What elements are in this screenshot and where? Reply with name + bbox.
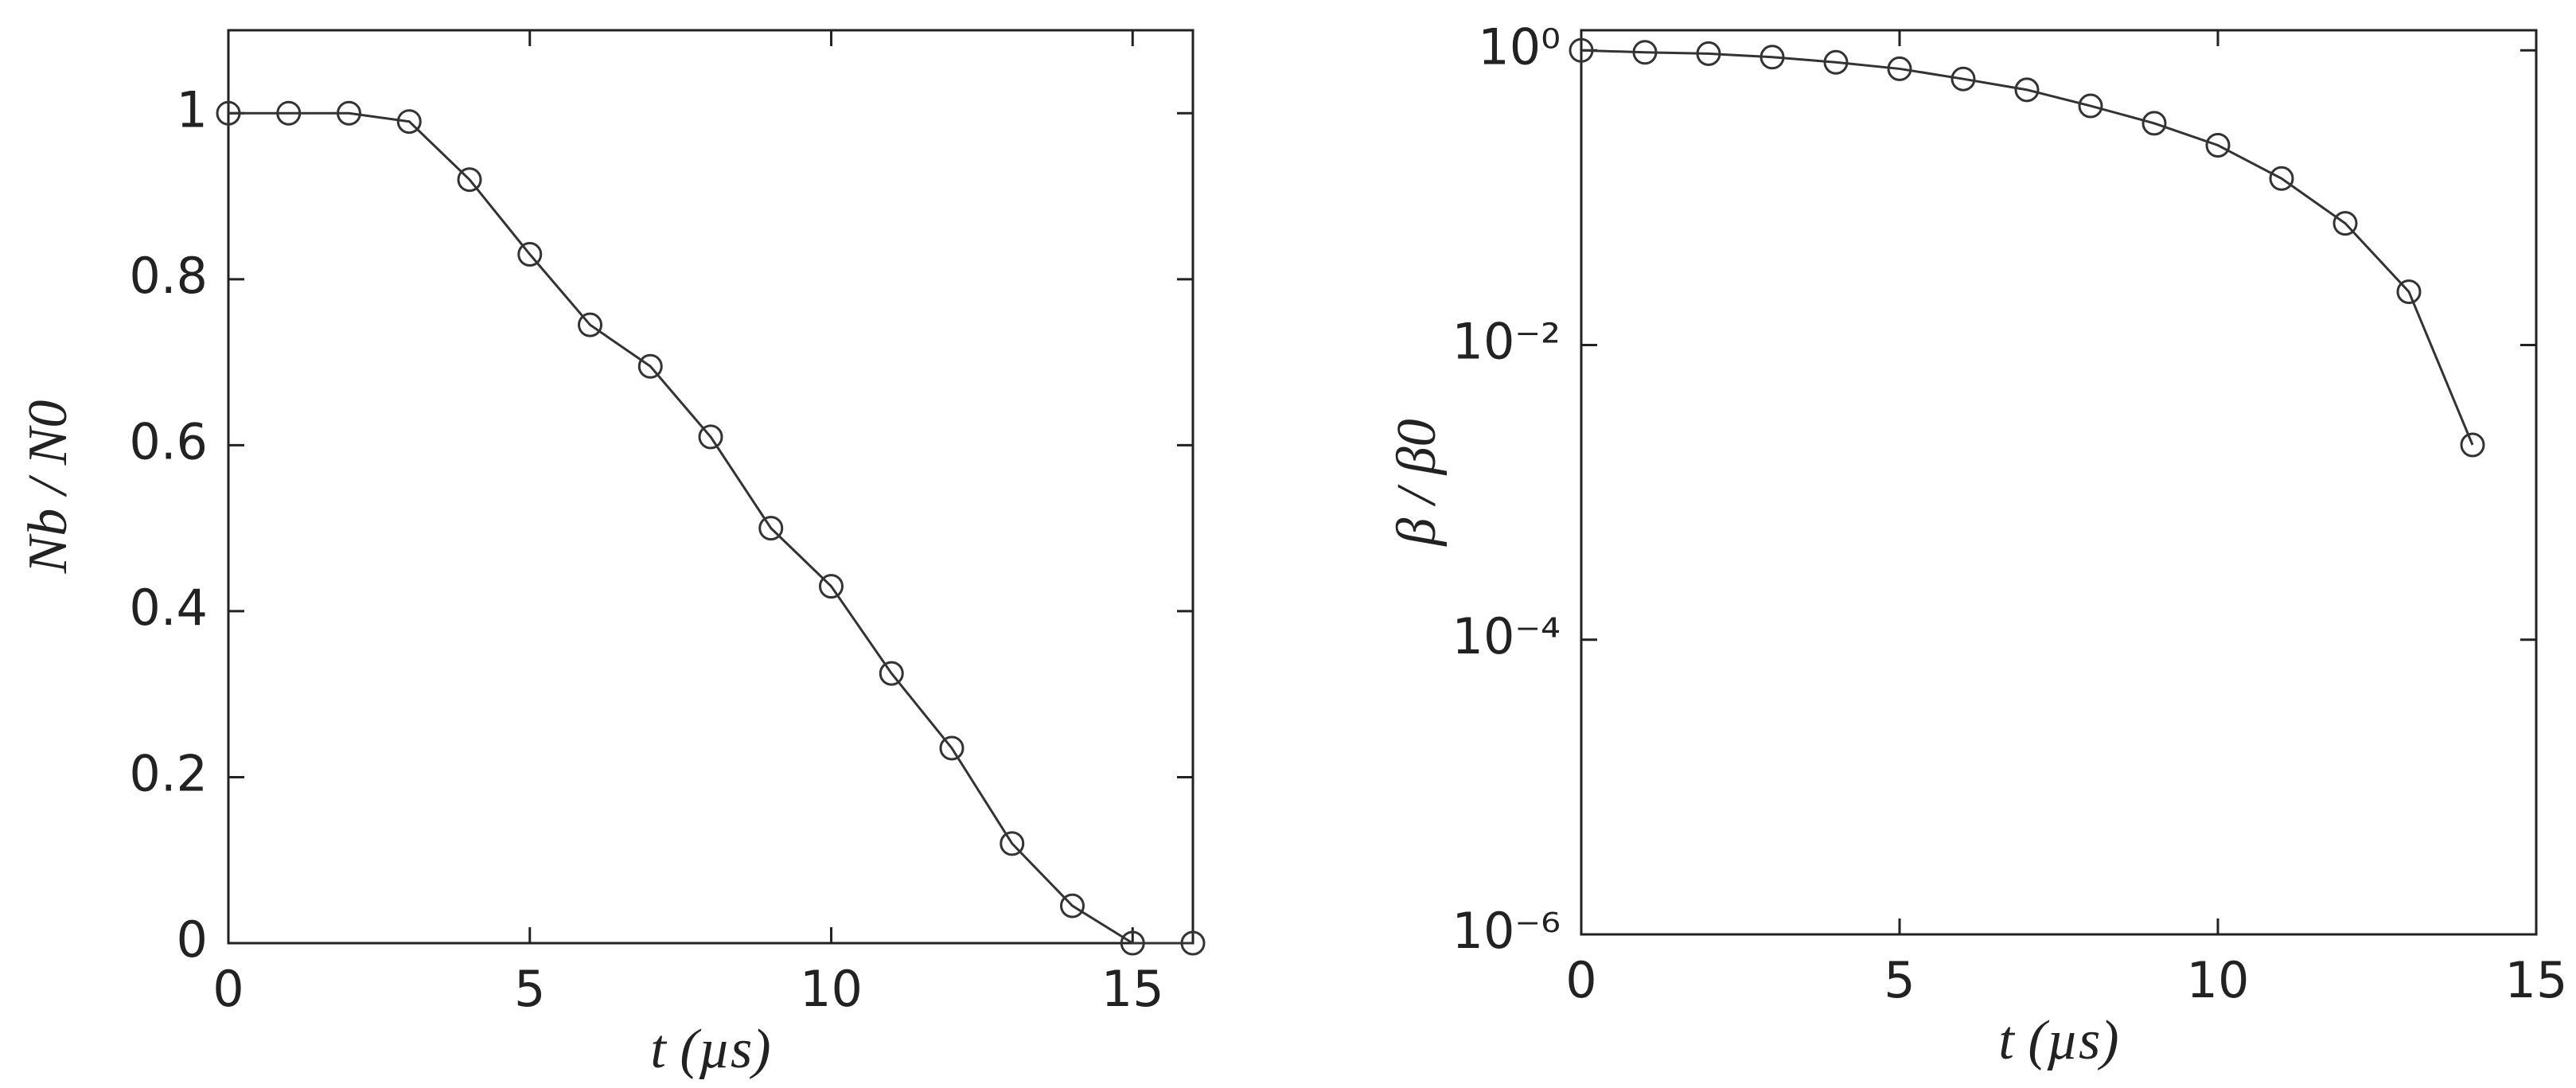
y-tick-label: 0.4 xyxy=(129,579,208,637)
data-point xyxy=(2141,111,2167,136)
data-point xyxy=(337,100,361,126)
data-point xyxy=(1060,893,1085,918)
data-point xyxy=(2078,93,2103,119)
y-tick-label: 0.6 xyxy=(129,412,208,470)
x-axis-label: t (µs) xyxy=(650,1019,770,1080)
y-tick-label: 10⁻⁴ xyxy=(1452,607,1561,665)
data-point xyxy=(1000,831,1025,856)
data-point xyxy=(216,100,241,126)
y-tick-label: 10⁻⁶ xyxy=(1452,902,1561,960)
x-tick-label: 5 xyxy=(1884,951,1915,1009)
data-point xyxy=(2014,77,2040,103)
data-point xyxy=(1180,930,1206,956)
data-point xyxy=(2205,133,2231,158)
data-point xyxy=(637,353,663,379)
y-axis-label: Nb / N0 xyxy=(18,400,79,575)
data-point xyxy=(1823,49,1849,75)
plot-frame xyxy=(1580,29,2538,936)
data-point xyxy=(2396,279,2422,305)
x-tick-label: 0 xyxy=(1565,951,1596,1009)
data-point xyxy=(1569,37,1594,63)
data-point xyxy=(1696,41,1721,66)
data-point xyxy=(578,312,602,337)
data-point xyxy=(1951,66,1976,92)
y-tick-label: 0 xyxy=(177,911,208,969)
data-point xyxy=(2460,432,2485,458)
data-point xyxy=(1632,40,1658,65)
x-tick-label: 10 xyxy=(2187,951,2250,1009)
data-point xyxy=(276,100,302,126)
y-tick-label: 0.8 xyxy=(129,247,208,305)
plot-frame xyxy=(227,29,1194,945)
data-line xyxy=(228,111,1193,945)
data-point xyxy=(1760,45,1785,70)
x-tick-label: 15 xyxy=(2505,951,2568,1009)
data-point xyxy=(758,516,784,541)
data-point xyxy=(2332,211,2358,236)
x-tick-label: 10 xyxy=(800,960,863,1018)
y-axis-label: β / β0 xyxy=(1386,419,1448,547)
x-tick-label: 5 xyxy=(514,960,545,1018)
x-axis-label: t (µs) xyxy=(1998,1010,2118,1071)
data-point xyxy=(698,424,723,450)
y-tick-label: 1 xyxy=(177,80,208,138)
data-point xyxy=(396,109,422,135)
data-line xyxy=(1580,49,2474,446)
data-point xyxy=(939,735,965,761)
data-point xyxy=(1120,930,1145,956)
data-point xyxy=(457,167,482,193)
data-point xyxy=(517,242,543,267)
data-point xyxy=(2269,166,2294,191)
data-point xyxy=(1887,56,1912,81)
data-point xyxy=(819,574,844,599)
y-tick-label: 10⁻² xyxy=(1452,313,1561,371)
data-point xyxy=(879,661,904,686)
y-tick-label: 10⁰ xyxy=(1478,18,1561,76)
y-tick-label: 0.2 xyxy=(129,745,208,803)
x-tick-label: 15 xyxy=(1101,960,1164,1018)
x-tick-label: 0 xyxy=(212,960,244,1018)
